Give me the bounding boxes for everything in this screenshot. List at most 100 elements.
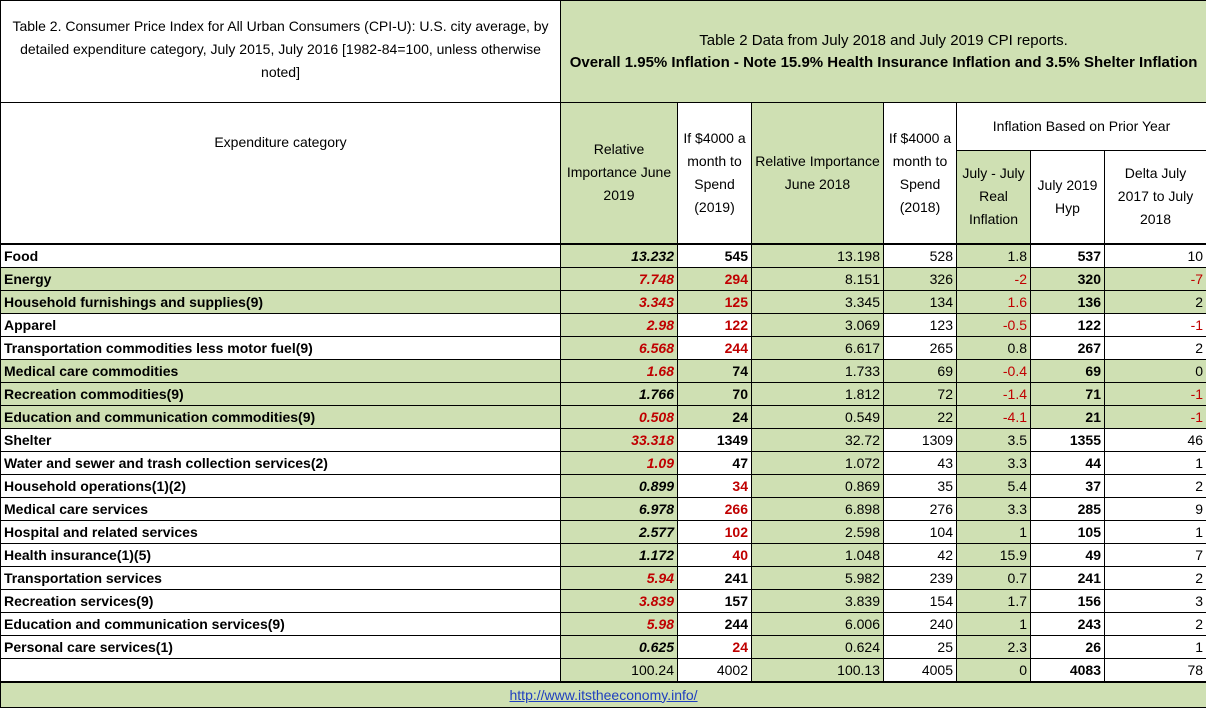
header-delta: Delta July 2017 to July 2018: [1103, 150, 1206, 244]
category-cell: Shelter: [0, 427, 561, 452]
hyp-cell: 105: [1030, 519, 1105, 544]
table-row: Food 13.232 545 13.198 528 1.8 537 10: [0, 242, 1206, 268]
table-row: Household operations(1)(2) 0.899 34 0.869 35…: [0, 473, 1206, 498]
delta-cell: 1: [1103, 450, 1206, 475]
category-cell: Medical care services: [0, 496, 561, 521]
spend-2019-cell: 24: [677, 404, 752, 429]
rel-2019-cell: 7.748: [560, 266, 678, 291]
rel-2018-cell: 6.898: [751, 496, 884, 521]
header-inflation-group: Inflation Based on Prior Year: [955, 102, 1206, 151]
table-row: Household furnishings and supplies(9) 3.3…: [0, 289, 1206, 314]
hyp-cell: 136: [1030, 289, 1105, 314]
spend-2018-cell: 35: [883, 473, 957, 498]
rel-2018-cell: 0.549: [751, 404, 884, 429]
header-july-2019-hyp: July 2019 Hyp: [1030, 150, 1105, 244]
hyp-cell: 44: [1030, 450, 1105, 475]
table-row: Education and communication commodities(…: [0, 404, 1206, 429]
rel-2019-cell: 2.98: [560, 312, 678, 337]
real-inflation-cell: 3.3: [956, 450, 1031, 475]
spend-2019-cell: 244: [677, 335, 752, 360]
header-real-inflation: July - July Real Inflation: [956, 150, 1031, 244]
total-rel-2019: 100.24: [560, 657, 678, 682]
rel-2019-cell: 0.625: [560, 634, 678, 659]
spend-2019-cell: 47: [677, 450, 752, 475]
spend-2018-cell: 25: [883, 634, 957, 659]
delta-cell: 2: [1103, 335, 1206, 360]
header-spend-2019: If $4000 a month to Spend (2019): [677, 102, 752, 244]
rel-2018-cell: 13.198: [751, 242, 884, 268]
table-row: Education and communication services(9) 5…: [0, 611, 1206, 636]
rel-2019-cell: 0.508: [560, 404, 678, 429]
delta-cell: 9: [1103, 496, 1206, 521]
spend-2019-cell: 122: [677, 312, 752, 337]
hyp-cell: 49: [1030, 542, 1105, 567]
spend-2019-cell: 24: [677, 634, 752, 659]
category-cell: Household furnishings and supplies(9): [0, 289, 561, 314]
delta-cell: 2: [1103, 473, 1206, 498]
table-row: Medical care services 6.978 266 6.898 276 3.3…: [0, 496, 1206, 521]
category-cell: Recreation services(9): [0, 588, 561, 613]
delta-cell: 46: [1103, 427, 1206, 452]
hyp-cell: 71: [1030, 381, 1105, 406]
table-row: Water and sewer and trash collection ser…: [0, 450, 1206, 475]
rel-2018-cell: 1.072: [751, 450, 884, 475]
delta-cell: 2: [1103, 611, 1206, 636]
delta-cell: 1: [1103, 634, 1206, 659]
table-row: Personal care services(1) 0.625 24 0.624 25 2…: [0, 634, 1206, 659]
header-expenditure-category: Expenditure category: [0, 102, 561, 244]
category-cell: Apparel: [0, 312, 561, 337]
hyp-cell: 267: [1030, 335, 1105, 360]
delta-cell: 7: [1103, 542, 1206, 567]
rel-2019-cell: 1.172: [560, 542, 678, 567]
footer-link[interactable]: http://www.itstheeconomy.info/: [0, 681, 1206, 708]
real-inflation-cell: 1: [956, 519, 1031, 544]
title-right: Table 2 Data from July 2018 and July 201…: [559, 0, 1206, 103]
rel-2018-cell: 5.982: [751, 565, 884, 590]
data-rows: Food 13.232 545 13.198 528 1.8 537 10 Energy 7.74…: [0, 242, 1206, 659]
real-inflation-cell: -0.4: [956, 358, 1031, 383]
header-spend-2018: If $4000 a month to Spend (2018): [883, 102, 957, 244]
table-row: Health insurance(1)(5) 1.172 40 1.048 42 15.9…: [0, 542, 1206, 567]
rel-2019-cell: 33.318: [560, 427, 678, 452]
real-inflation-cell: 2.3: [956, 634, 1031, 659]
hyp-cell: 243: [1030, 611, 1105, 636]
hyp-cell: 21: [1030, 404, 1105, 429]
category-cell: Education and communication services(9): [0, 611, 561, 636]
title-right-line1: Table 2 Data from July 2018 and July 201…: [699, 31, 1068, 49]
delta-cell: -1: [1103, 381, 1206, 406]
rel-2019-cell: 13.232: [560, 242, 678, 268]
rel-2018-cell: 2.598: [751, 519, 884, 544]
hyp-cell: 1355: [1030, 427, 1105, 452]
rel-2018-cell: 0.624: [751, 634, 884, 659]
hyp-cell: 537: [1030, 242, 1105, 268]
total-hyp: 4083: [1030, 657, 1105, 682]
rel-2018-cell: 1.733: [751, 358, 884, 383]
title-left: Table 2. Consumer Price Index for All Ur…: [0, 0, 561, 103]
real-inflation-cell: 15.9: [956, 542, 1031, 567]
rel-2018-cell: 0.869: [751, 473, 884, 498]
spend-2018-cell: 1309: [883, 427, 957, 452]
category-cell: Medical care commodities: [0, 358, 561, 383]
spend-2018-cell: 43: [883, 450, 957, 475]
table-row: Recreation commodities(9) 1.766 70 1.812 72-…: [0, 381, 1206, 406]
real-inflation-cell: -2: [956, 266, 1031, 291]
table-row: Medical care commodities 1.68 74 1.733 69 -0.…: [0, 358, 1206, 383]
hyp-cell: 285: [1030, 496, 1105, 521]
real-inflation-cell: 1.8: [956, 242, 1031, 268]
totals-label: [0, 657, 561, 682]
delta-cell: 3: [1103, 588, 1206, 613]
rel-2019-cell: 6.568: [560, 335, 678, 360]
table-row: Transportation commodities less motor fu…: [0, 335, 1206, 360]
hyp-cell: 37: [1030, 473, 1105, 498]
table-row: Energy 7.748 294 8.151 326 -2 320 -7: [0, 266, 1206, 291]
spend-2019-cell: 244: [677, 611, 752, 636]
spend-2019-cell: 70: [677, 381, 752, 406]
real-inflation-cell: -0.5: [956, 312, 1031, 337]
spend-2018-cell: 123: [883, 312, 957, 337]
spend-2018-cell: 154: [883, 588, 957, 613]
spend-2018-cell: 265: [883, 335, 957, 360]
real-inflation-cell: 0.7: [956, 565, 1031, 590]
totals-row: 100.24 4002 100.13 4005 0 4083 78: [0, 657, 1206, 682]
spend-2019-cell: 266: [677, 496, 752, 521]
